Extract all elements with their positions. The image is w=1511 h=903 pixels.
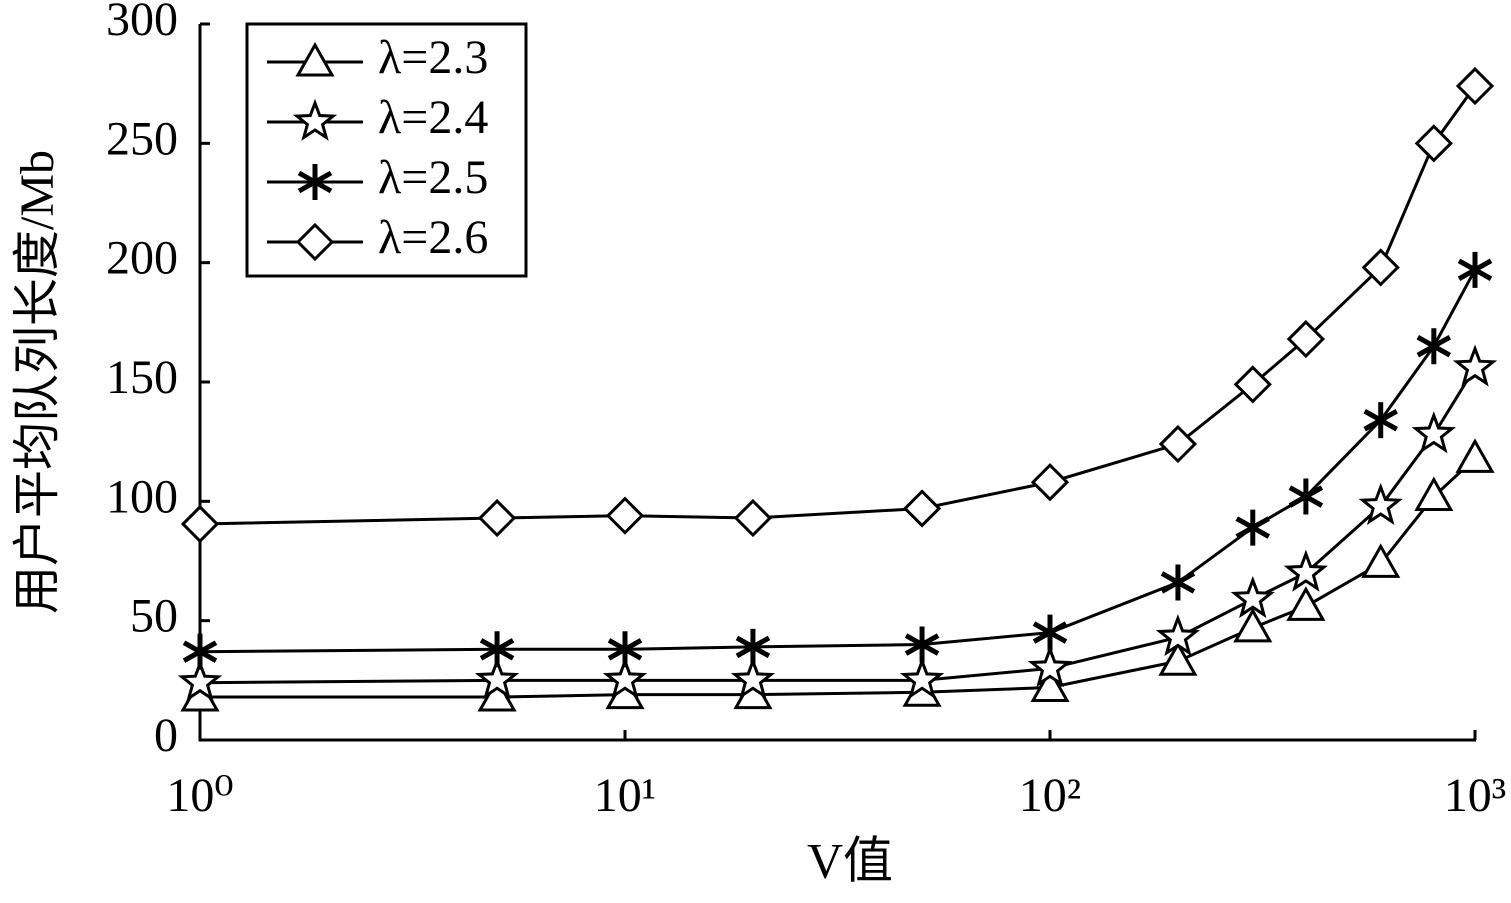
marker-star — [730, 657, 776, 700]
y-tick-label: 250 — [106, 112, 178, 165]
legend-label: λ=2.5 — [378, 151, 488, 204]
marker-star — [1283, 549, 1328, 592]
marker-asterisk — [182, 633, 218, 670]
marker-star — [1411, 411, 1456, 454]
marker-diamond — [180, 504, 220, 544]
legend-label: λ=2.4 — [378, 91, 488, 144]
y-tick-label: 0 — [154, 709, 178, 762]
marker-star — [474, 657, 520, 700]
y-tick-label: 200 — [106, 232, 178, 285]
x-tick-label: 10² — [1019, 769, 1081, 822]
marker-triangle — [1030, 667, 1070, 702]
marker-diamond — [295, 222, 335, 262]
marker-triangle — [1455, 438, 1495, 473]
marker-asterisk — [1363, 402, 1398, 439]
y-tick-label: 100 — [106, 470, 178, 523]
marker-star — [602, 657, 648, 700]
marker-asterisk — [904, 626, 940, 663]
marker-diamond — [1361, 248, 1400, 287]
marker-diamond — [902, 489, 942, 528]
marker-diamond — [1414, 124, 1453, 163]
series-line — [199, 366, 1477, 685]
marker-asterisk — [479, 631, 515, 668]
marker-triangle — [295, 41, 335, 77]
marker-diamond — [1158, 424, 1198, 464]
marker-diamond — [1286, 319, 1325, 359]
series-line — [199, 269, 1477, 654]
marker-asterisk — [735, 628, 771, 665]
marker-star — [1230, 575, 1275, 619]
marker-star — [899, 657, 945, 700]
marker-asterisk — [1032, 614, 1068, 651]
marker-asterisk — [1457, 251, 1493, 288]
y-tick-label: 150 — [106, 351, 178, 404]
marker-diamond — [477, 498, 517, 538]
marker-star — [1155, 614, 1201, 657]
y-axis-label: 用户平均队列长度/Mb — [11, 150, 64, 614]
marker-diamond — [1030, 463, 1070, 502]
x-tick-label: 10³ — [1444, 769, 1506, 822]
marker-star — [1452, 344, 1498, 387]
marker-diamond — [733, 498, 773, 538]
marker-diamond — [1455, 66, 1495, 106]
x-axis-label: V值 — [807, 832, 893, 888]
marker-diamond — [1233, 365, 1272, 404]
marker-triangle — [1233, 607, 1273, 643]
series-line — [199, 85, 1477, 526]
marker-diamond — [605, 496, 645, 535]
x-tick-label: 10¹ — [594, 769, 656, 822]
marker-asterisk — [1160, 564, 1196, 601]
marker-asterisk — [297, 164, 333, 200]
series-line — [200, 457, 1477, 699]
marker-triangle — [1158, 641, 1198, 676]
marker-triangle — [1286, 586, 1326, 621]
marker-asterisk — [1416, 328, 1452, 365]
y-tick-label: 300 — [106, 0, 178, 46]
marker-asterisk — [1235, 509, 1271, 546]
x-tick-label: 10⁰ — [166, 769, 233, 822]
marker-star — [292, 98, 338, 141]
y-tick-label: 50 — [130, 590, 178, 643]
marker-asterisk — [1288, 478, 1324, 515]
marker-triangle — [1361, 543, 1401, 578]
legend-label: λ=2.3 — [378, 31, 488, 84]
marker-star — [177, 659, 223, 702]
marker-star — [1027, 645, 1073, 688]
marker-star — [1358, 482, 1403, 525]
marker-asterisk — [607, 631, 643, 668]
legend-label: λ=2.6 — [378, 211, 488, 264]
legend-box — [245, 22, 528, 278]
marker-triangle — [1414, 476, 1454, 512]
